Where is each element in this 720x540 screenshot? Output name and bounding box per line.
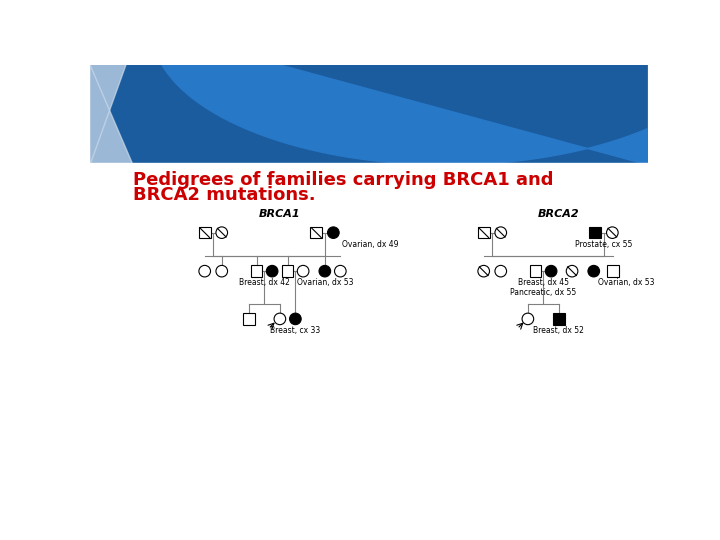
Circle shape [216,227,228,239]
Text: BRCA2: BRCA2 [538,209,580,219]
Text: Ovarian, dx 49: Ovarian, dx 49 [342,240,398,248]
Circle shape [495,227,507,239]
Bar [199,227,210,239]
Circle shape [588,265,600,277]
Circle shape [328,227,339,239]
Circle shape [522,313,534,325]
Circle shape [216,265,228,277]
Bar [310,227,322,239]
Circle shape [289,313,301,325]
Text: Ovarian, dx 53: Ovarian, dx 53 [297,278,353,287]
Text: Pedigrees of families carrying BRCA1 and: Pedigrees of families carrying BRCA1 and [132,171,553,189]
Bar [607,265,619,277]
Circle shape [566,265,578,277]
Text: Breast, dx 52: Breast, dx 52 [534,326,585,335]
Text: BRCA1: BRCA1 [259,209,301,219]
Text: Prostate, cx 55: Prostate, cx 55 [575,240,632,248]
Circle shape [495,265,507,277]
Polygon shape [152,30,720,165]
Bar [251,265,262,277]
Polygon shape [90,65,648,165]
Circle shape [478,265,490,277]
Bar [243,313,255,325]
Bar [530,265,541,277]
Polygon shape [90,164,648,481]
Bar [478,227,490,239]
Bar [590,227,601,239]
Circle shape [335,265,346,277]
Circle shape [297,265,309,277]
Polygon shape [0,23,141,183]
Text: Breast, cx 33: Breast, cx 33 [270,326,320,335]
Circle shape [266,265,278,277]
Circle shape [199,265,210,277]
Text: Ovarian, dx 53: Ovarian, dx 53 [598,278,654,287]
Text: Breast, dx 42: Breast, dx 42 [239,278,290,287]
Text: BRCA2 mutations.: BRCA2 mutations. [132,186,315,205]
Circle shape [545,265,557,277]
Circle shape [606,227,618,239]
Bar [553,313,564,325]
Circle shape [274,313,286,325]
Text: Breast, dx 45
Pancreatic, dx 55: Breast, dx 45 Pancreatic, dx 55 [510,278,577,298]
Bar [282,265,294,277]
Circle shape [319,265,330,277]
